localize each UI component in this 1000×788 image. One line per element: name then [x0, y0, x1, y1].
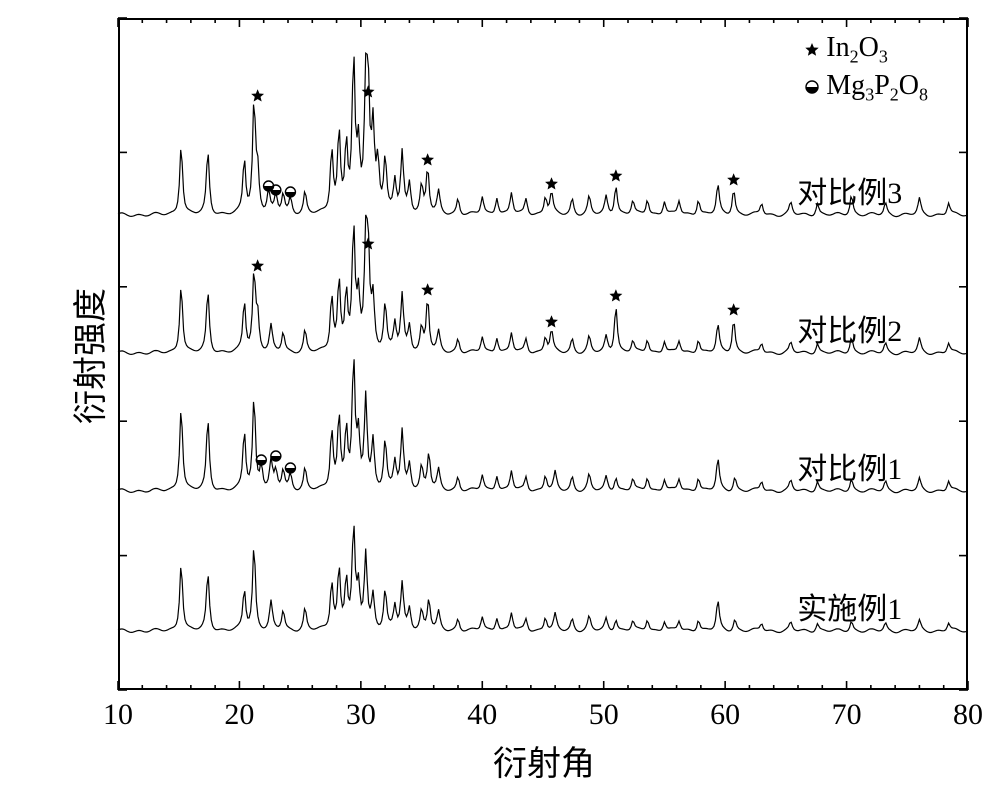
halfcircle-marker — [285, 187, 295, 197]
star-marker — [252, 260, 263, 271]
x-tick: 40 — [467, 698, 497, 732]
star-marker — [610, 170, 621, 181]
halfcircle-marker — [256, 455, 266, 465]
x-tick: 30 — [346, 698, 376, 732]
series-label-cmp2: 对比例2 — [797, 306, 902, 350]
x-tick: 20 — [224, 698, 254, 732]
star-marker — [422, 154, 433, 165]
star-marker — [422, 284, 433, 295]
x-tick: 70 — [832, 698, 862, 732]
star-marker — [362, 86, 373, 97]
legend: In2O3Mg3P2O8 — [798, 32, 928, 107]
x-tick: 80 — [953, 698, 983, 732]
series-label-cmp3: 对比例3 — [797, 168, 902, 212]
x-tick: 60 — [710, 698, 740, 732]
star-marker — [252, 90, 263, 101]
halfcircle-marker — [285, 463, 295, 473]
xrd-figure: 衍射强度 衍射角 1020304050607080 实施例1对比例1对比例2对比… — [0, 0, 1000, 788]
series-label-cmp1: 对比例1 — [797, 444, 902, 488]
x-tick: 10 — [103, 698, 133, 732]
legend-label: In2O3 — [826, 32, 888, 68]
x-tick: 50 — [589, 698, 619, 732]
star-marker — [610, 290, 621, 301]
series-label-ex1: 实施例1 — [797, 584, 902, 628]
legend-entry: Mg3P2O8 — [798, 70, 928, 106]
star-marker — [362, 238, 373, 249]
halfcircle-marker — [271, 185, 281, 195]
star-marker — [728, 304, 739, 315]
star-marker — [546, 178, 557, 189]
legend-entry: In2O3 — [798, 32, 928, 68]
star-marker — [728, 174, 739, 185]
halfcircle-icon — [798, 77, 826, 97]
legend-label: Mg3P2O8 — [826, 70, 928, 106]
plot-svg — [0, 0, 1000, 788]
star-icon — [798, 40, 826, 60]
halfcircle-marker — [271, 451, 281, 461]
star-marker — [546, 316, 557, 327]
